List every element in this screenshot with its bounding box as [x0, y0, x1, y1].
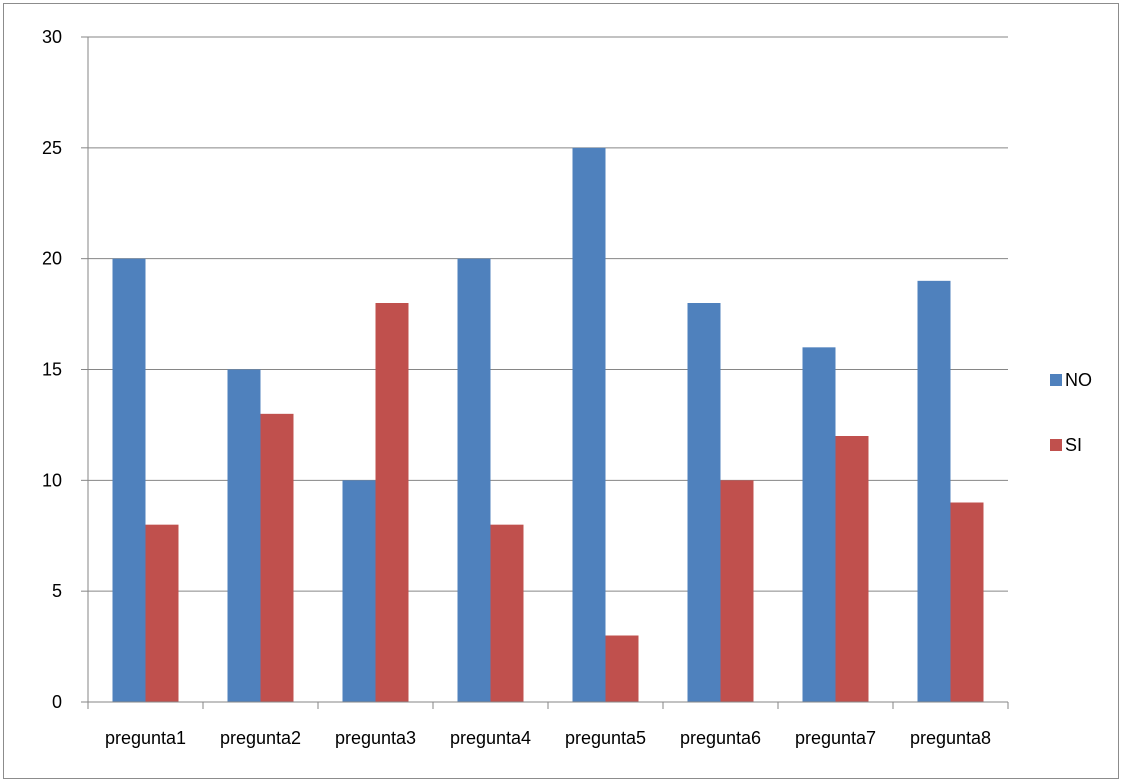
bar-si-pregunta5 — [605, 635, 639, 702]
bar-no-pregunta5 — [572, 147, 606, 703]
bar-si-pregunta3 — [375, 303, 409, 702]
x-category-label: pregunta3 — [335, 728, 416, 748]
gridlines — [87, 36, 1008, 702]
y-tick-label: 10 — [42, 470, 62, 490]
x-category-label: pregunta5 — [565, 728, 646, 748]
x-axis: pregunta1 pregunta2 pregunta3 pregunta4 preg… — [87, 701, 1009, 748]
legend-label-no: NO — [1065, 370, 1092, 390]
x-category-label: pregunta8 — [910, 728, 991, 748]
bar-si-pregunta7 — [835, 436, 869, 702]
bar-no-pregunta1 — [112, 258, 146, 702]
bar-no-pregunta4 — [457, 258, 491, 702]
bar-no-pregunta8 — [917, 280, 951, 702]
bar-no-pregunta7 — [802, 347, 836, 702]
legend: NO SI — [1050, 370, 1092, 455]
x-category-label: pregunta1 — [105, 728, 186, 748]
legend-swatch-si — [1050, 439, 1062, 451]
bar-si-pregunta4 — [490, 524, 524, 702]
y-tick-label: 25 — [42, 138, 62, 158]
bars — [112, 147, 984, 703]
x-category-label: pregunta2 — [220, 728, 301, 748]
bar-si-pregunta2 — [260, 413, 294, 702]
bar-no-pregunta3 — [342, 480, 376, 702]
y-tick-label: 5 — [52, 581, 62, 601]
bar-si-pregunta8 — [950, 502, 984, 702]
y-axis-ticks: 0 5 10 15 20 25 30 — [42, 27, 88, 712]
legend-swatch-no — [1050, 374, 1062, 386]
y-tick-label: 15 — [42, 360, 62, 380]
bar-no-pregunta6 — [687, 303, 721, 702]
y-tick-label: 20 — [42, 249, 62, 269]
y-tick-label: 0 — [52, 692, 62, 712]
bar-si-pregunta6 — [720, 480, 754, 702]
x-category-label: pregunta6 — [680, 728, 761, 748]
bar-si-pregunta1 — [145, 524, 179, 702]
x-category-label: pregunta4 — [450, 728, 531, 748]
x-category-label: pregunta7 — [795, 728, 876, 748]
bar-no-pregunta2 — [227, 369, 261, 702]
legend-label-si: SI — [1065, 435, 1082, 455]
y-tick-label: 30 — [42, 27, 62, 47]
